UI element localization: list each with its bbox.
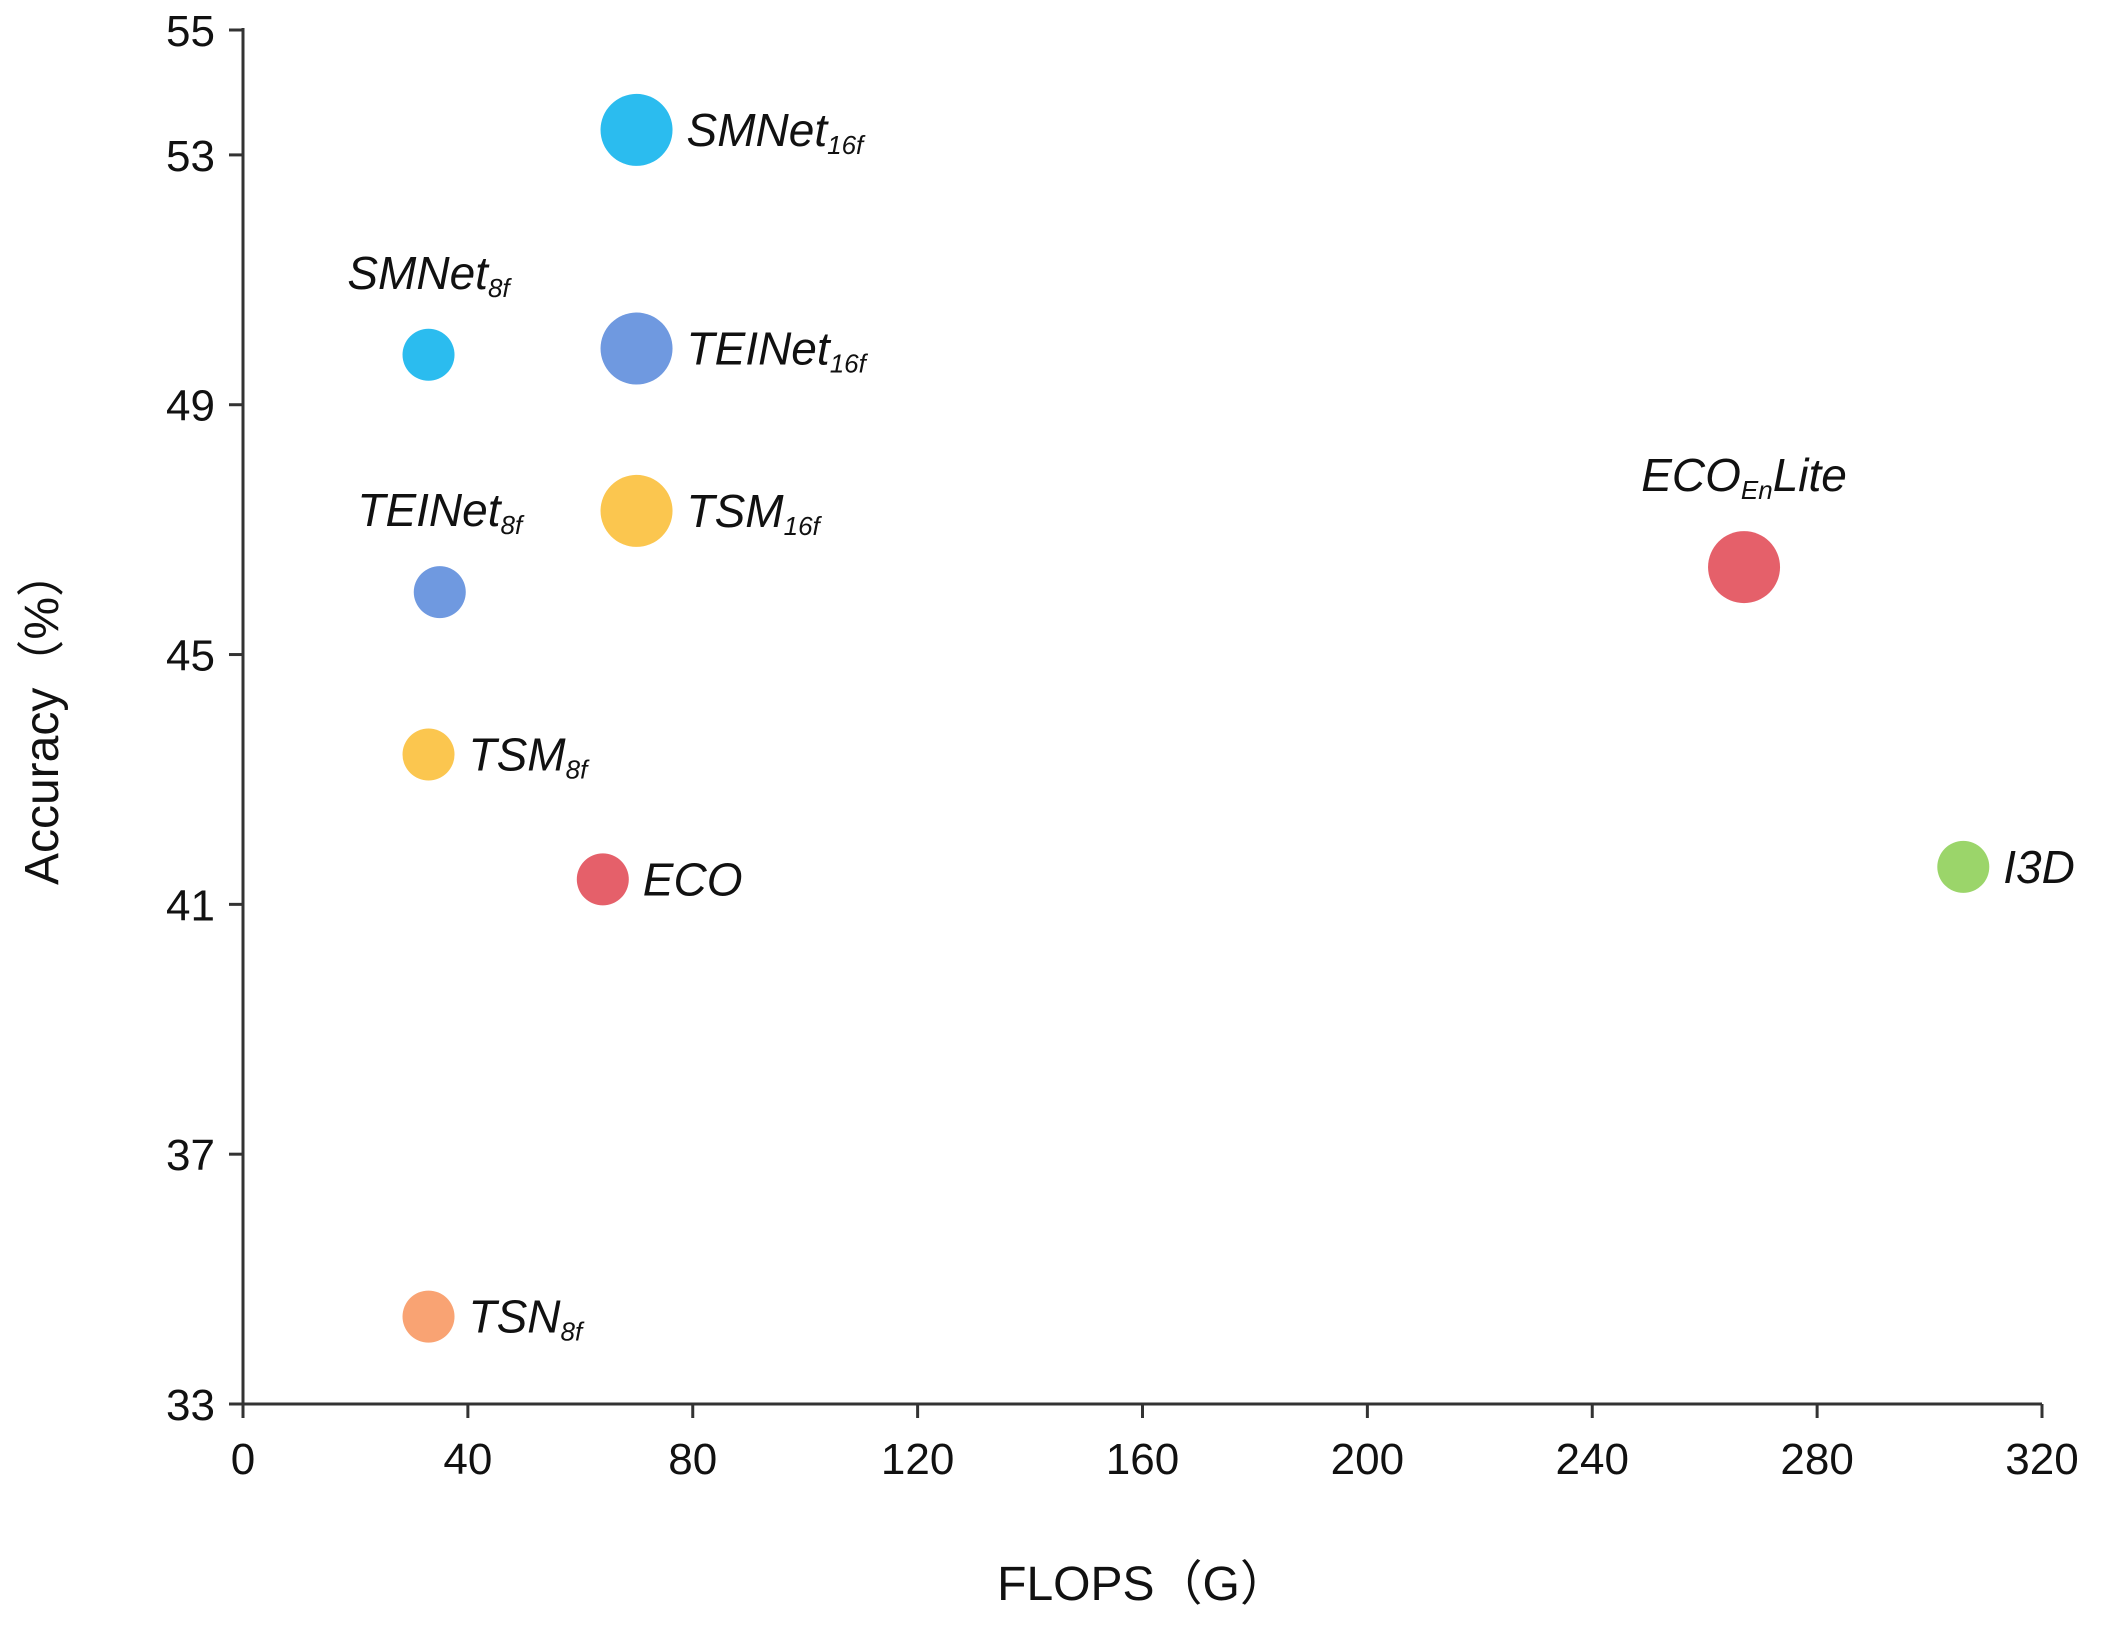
y-tick-label: 55	[166, 7, 215, 56]
point-label: ECOEnLite	[1641, 449, 1847, 505]
data-point	[600, 93, 673, 166]
data-point	[600, 312, 673, 385]
point-label: TSN8f	[469, 1291, 585, 1347]
axes: 0 40 80 120 160 200 240 280 320 33 37 41 45 49 53 55	[166, 7, 2079, 1484]
y-tick-label: 33	[166, 1381, 215, 1430]
x-tick-label: 0	[231, 1435, 255, 1484]
data-point	[1937, 840, 1990, 893]
data-point	[413, 566, 466, 619]
point-label: SMNet8f	[347, 247, 512, 303]
point-label: TEINet8f	[357, 484, 525, 540]
data-point	[576, 853, 629, 906]
point-label: TSM8f	[469, 728, 591, 784]
data-point	[600, 474, 673, 547]
point-label: I3D	[2003, 841, 2075, 893]
point-label: SMNet16f	[687, 104, 867, 160]
data-point	[402, 728, 455, 781]
point-label: TEINet16f	[687, 323, 869, 379]
x-tick-label: 240	[1556, 1435, 1629, 1484]
point-label: TSM16f	[687, 485, 823, 541]
point-label: ECO	[643, 853, 743, 905]
x-tick-label: 200	[1331, 1435, 1404, 1484]
data-point	[402, 328, 455, 381]
x-tick-label: 40	[443, 1435, 492, 1484]
y-tick-label: 49	[166, 382, 215, 431]
y-tick-label: 41	[166, 881, 215, 930]
y-tick-label: 53	[166, 132, 215, 181]
y-tick-label: 37	[166, 1131, 215, 1180]
data-points	[402, 93, 1990, 1343]
y-tick-label: 45	[166, 632, 215, 681]
x-tick-label: 280	[1780, 1435, 1853, 1484]
point-labels: SMNet16f SMNet8f TEINet16f TSM16f TEINet8f TS…	[347, 104, 2075, 1347]
data-point	[1708, 531, 1781, 604]
x-tick-label: 120	[881, 1435, 954, 1484]
x-axis-title: FLOPS（G）	[997, 1558, 1288, 1611]
x-tick-label: 80	[668, 1435, 717, 1484]
x-tick-label: 160	[1106, 1435, 1179, 1484]
y-axis-title: Accuracy（%）	[16, 549, 69, 885]
data-point	[402, 1290, 455, 1343]
x-tick-label: 320	[2005, 1435, 2078, 1484]
